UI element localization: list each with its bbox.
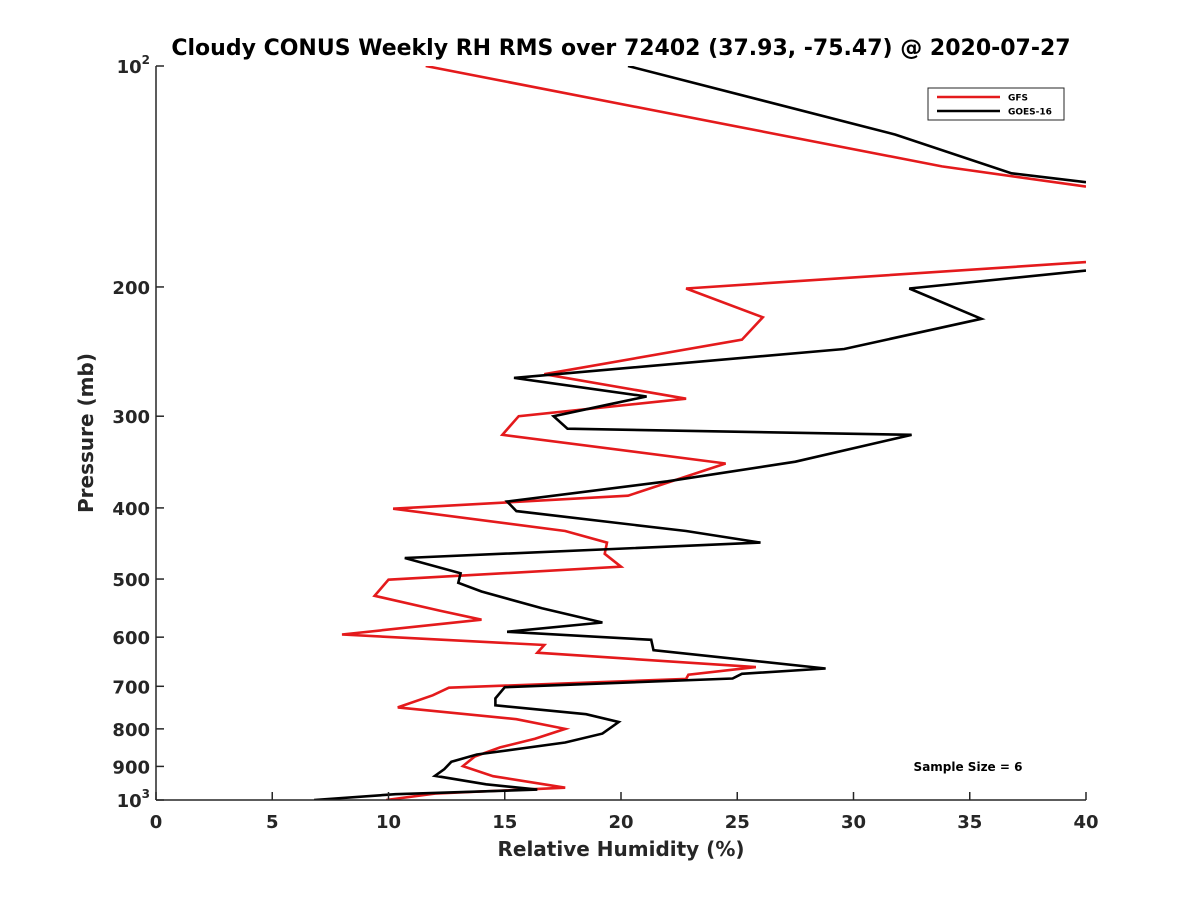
series-line-goes-16-seg-1 bbox=[627, 66, 1086, 184]
x-axis-label: Relative Humidity (%) bbox=[497, 837, 744, 861]
x-tick-label: 0 bbox=[150, 812, 163, 833]
legend-label: GOES-16 bbox=[1008, 108, 1052, 118]
x-tick-label: 25 bbox=[725, 812, 750, 833]
x-tick-label: 30 bbox=[841, 812, 866, 833]
sample-size-annotation: Sample Size = 6 bbox=[914, 760, 1023, 774]
y-tick-label: 300 bbox=[112, 407, 150, 428]
series-line-gfs-seg-2 bbox=[341, 260, 1086, 800]
y-tick-label: 800 bbox=[112, 720, 150, 741]
legend: GFS GOES-16 bbox=[927, 87, 1065, 121]
series-line-goes-16-seg-2 bbox=[314, 269, 1086, 800]
legend-label: GFS bbox=[1008, 94, 1028, 104]
x-tick-label: 10 bbox=[376, 812, 401, 833]
y-tick-label: 200 bbox=[112, 278, 150, 299]
y-tick-label: 700 bbox=[112, 677, 150, 698]
x-tick-label: 40 bbox=[1073, 812, 1098, 833]
legend-box bbox=[927, 87, 1065, 121]
chart-title: Cloudy CONUS Weekly RH RMS over 72402 (3… bbox=[171, 36, 1070, 61]
y-axis-label: Pressure (mb) bbox=[74, 353, 98, 513]
y-tick-label: 900 bbox=[112, 757, 150, 778]
x-tick-label: 5 bbox=[266, 812, 279, 833]
y-tick-label: 400 bbox=[112, 499, 150, 520]
y-tick-label: 500 bbox=[112, 570, 150, 591]
y-tick-label: 102 bbox=[117, 53, 150, 78]
x-tick-label: 15 bbox=[492, 812, 517, 833]
series-line-gfs-seg-1 bbox=[425, 66, 1086, 188]
x-tick-label: 20 bbox=[608, 812, 633, 833]
series-layer bbox=[314, 66, 1086, 800]
x-tick-label: 35 bbox=[957, 812, 982, 833]
y-axis-ticks: 102 200 300 400 500 600 700 800 900 103 bbox=[112, 53, 164, 812]
y-tick-label: 103 bbox=[117, 787, 150, 812]
y-tick-label: 600 bbox=[112, 628, 150, 649]
x-axis-ticks: 0 5 10 15 20 25 30 35 40 bbox=[150, 792, 1099, 833]
